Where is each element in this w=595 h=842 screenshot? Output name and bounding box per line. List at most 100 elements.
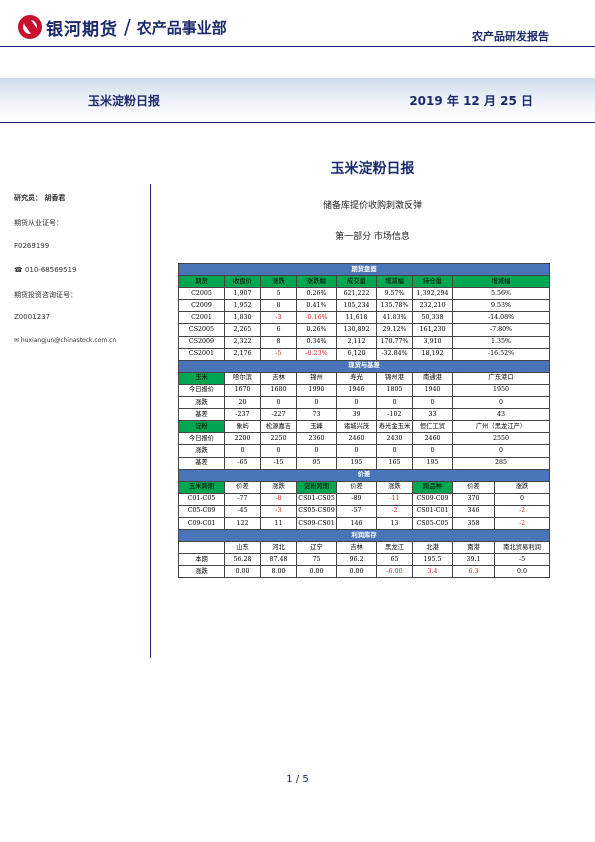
column-header: 北港 [412,541,453,555]
column-header: 南北贸易利润 [493,541,551,555]
table-cell: 2,322 [224,335,261,349]
header-row: 山东 河北 辽宁 吉林 黑龙江 北港 南港 南北贸易利润 [178,541,551,555]
table-cell: 3.4 [412,565,453,579]
table-cell: 0.00 [336,565,377,579]
table-cell: C2001 [178,311,225,325]
column-header: 涨跌 [260,275,297,289]
table-row: C05-C09 -45 -3 CS05-CS09 -57 -2 CS01-C01 346 -2 [178,504,551,518]
table-cell: CS2005 [178,323,225,337]
table-cell: 195 [336,456,377,470]
column-header: 南通港 [412,371,453,385]
table-cell: CS05-CS09 [296,504,337,518]
table-cell: 65 [376,553,413,567]
column-header [178,541,225,555]
table-cell: 2460 [336,432,377,446]
table-cell: 5.56% [451,287,551,301]
table-cell: 96.2 [336,553,377,567]
table-cell: 358 [452,516,495,531]
table-row: C09-C01 122 11 CS09-CS01 146 13 CS05-C05 358 -2 [178,516,551,531]
researcher-name: 研究员： 胡香君 [14,194,66,202]
column-header: 价差 [224,480,261,494]
page-number: 1 / 5 [286,774,309,785]
table-cell: 2360 [296,432,337,446]
table-cell: 1950 [451,383,551,398]
table-cell: 0.34% [296,335,337,349]
table-cell: 今日报价 [178,432,225,446]
column-header: 山东 [224,541,261,555]
report-title: 玉米淀粉日报 [88,94,161,108]
table-cell: 2460 [412,432,453,446]
table-cell: 0 [493,492,551,506]
table-cell: 0 [336,396,377,410]
table-cell: 11 [260,516,297,531]
column-header: 涨跌 [493,480,551,494]
table-row: 涨跌 0.00 8.00 0.00 0.00 -6.00 3.4 6.3 0.0 [178,565,551,579]
report-type: 农产品研发报告 [472,30,549,43]
table-cell: -0.16% [296,311,337,325]
section-title-row: 期货盘面 [177,262,551,277]
column-header: 玉米跨期 [178,480,225,494]
table-cell: 0 [412,396,453,410]
qualification-label: 期货从业证号： [14,219,63,227]
table-cell: -14.08% [451,311,551,325]
table-cell: 今日报价 [178,383,225,398]
table-cell: 8.00 [260,565,297,579]
table-cell: -237 [224,408,261,422]
column-header: 持仓量 [412,275,453,289]
galaxy-logo-icon [18,15,42,39]
table-cell: 2250 [260,432,297,446]
table-cell: -77 [224,492,261,506]
column-header: 广州（黑龙江产） [451,420,551,434]
table-cell: -227 [260,408,297,422]
column-header: 淀粉跨期 [296,480,337,494]
table-cell: 0 [376,444,413,458]
main-title: 玉米淀粉日报 [330,161,415,177]
column-header: 价差 [452,480,495,494]
table-row: C01-C05 -77 -8 CS01-CS05 -89 -11 CS09-C09 370 0 [178,492,551,506]
table-cell: -5 [260,347,297,361]
table-cell: 75 [296,553,337,567]
table-cell: 621,222 [336,287,377,301]
column-header: 淀粉 [178,420,225,434]
column-header: 河北 [260,541,297,555]
table-row: 基差 -237 -227 73 39 -102 33 43 [178,408,551,422]
company-logo: 银河期货 / 农产品事业部 [18,14,227,40]
table-cell: CS2009 [178,335,225,349]
table-cell: 11,618 [336,311,377,325]
column-header: 辽宁 [296,541,337,555]
table-row: 涨跌 20 0 0 0 0 0 0 [178,396,551,410]
table-cell: 20 [224,396,261,410]
table-cell: CS09-CS01 [296,516,337,531]
table-cell: C05-C09 [178,504,225,518]
table-cell: 6 [260,323,297,337]
advisor-number: Z0001237 [14,313,50,321]
table-cell: 95 [296,456,337,470]
column-header: 南港 [452,541,495,555]
section-title: 现货与基差 [177,359,551,373]
table-cell: -16.52% [451,347,551,361]
table-cell: -11 [376,492,413,506]
table-cell: CS01-C01 [412,504,453,518]
column-header: 象屿 [224,420,261,434]
table-cell: 87.48 [260,553,297,567]
table-cell: 0 [451,396,551,410]
table-cell: 0.0 [493,565,551,579]
column-header: 玉米 [178,371,225,385]
column-header: 玉峰 [296,420,337,434]
table-cell: 0.00 [296,565,337,579]
table-cell: 0.00 [224,565,261,579]
column-header: 吉林 [260,371,297,385]
table-cell: 0 [376,396,413,410]
table-cell: -5 [493,553,551,567]
table-cell: 2550 [451,432,551,446]
table-cell: -3 [260,311,297,325]
table-cell: 1940 [412,383,453,398]
table-cell: 2430 [376,432,413,446]
column-header: 价差 [336,480,377,494]
sidebar-divider [150,184,151,658]
table-cell: 43 [451,408,551,422]
email-address[interactable]: ✉ huxiangjun@chinastock.com.cn [14,337,117,344]
table-cell: 8 [260,299,297,313]
header-row: 玉米跨期 价差 涨跌 淀粉跨期 价差 涨跌 跨品种 价差 涨跌 [178,480,551,494]
column-header: 涨跌 [376,480,413,494]
